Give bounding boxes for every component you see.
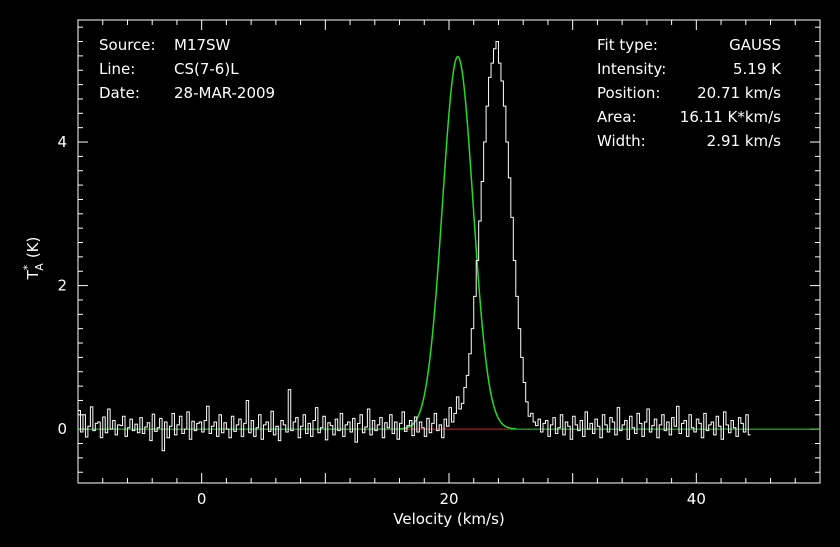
info-right-value: 16.11 K*km/s	[680, 108, 781, 126]
y-axis-label-sub: A	[33, 263, 46, 271]
x-tick-label: 20	[439, 490, 458, 508]
info-right-key: Area:	[597, 108, 637, 126]
y-tick-label: 0	[57, 420, 67, 438]
gaussian-fit-curve	[399, 55, 517, 430]
info-left-key: Line:	[99, 60, 135, 78]
info-right-value: GAUSS	[729, 36, 781, 54]
x-axis-label: Velocity (km/s)	[393, 510, 504, 528]
spectrum-histogram	[78, 41, 751, 452]
info-left-value: CS(7-6)L	[174, 60, 239, 78]
y-axis-label-super: *	[21, 264, 34, 270]
info-right: Fit type: GAUSS Intensity: 5.19 K Position: 2…	[597, 36, 782, 150]
y-tick-label: 4	[57, 133, 67, 151]
axis-ticks	[77, 20, 821, 483]
y-axis-label-unit: (K)	[24, 237, 42, 259]
y-tick-label: 2	[57, 277, 67, 295]
traces	[78, 41, 820, 452]
x-tick-labels: 0 20 40	[197, 490, 706, 508]
info-right-key: Position:	[597, 84, 660, 102]
y-tick-labels: 0 2 4	[57, 133, 67, 438]
info-left-key: Date:	[99, 84, 140, 102]
y-axis-label-main: T	[24, 269, 42, 280]
x-tick-label: 40	[687, 490, 706, 508]
info-left-value: M17SW	[174, 36, 231, 54]
y-axis-label: T*A (K)	[21, 237, 46, 281]
info-right-value: 2.91 km/s	[707, 132, 782, 150]
info-right-value: 5.19 K	[733, 60, 782, 78]
x-tick-label: 0	[197, 490, 207, 508]
info-right-key: Intensity:	[597, 60, 666, 78]
info-left: Source: M17SW Line: CS(7-6)L Date: 28-MAR-200…	[99, 36, 275, 102]
info-right-key: Width:	[597, 132, 646, 150]
info-right-key: Fit type:	[597, 36, 658, 54]
info-left-key: Source:	[99, 36, 156, 54]
info-right-value: 20.71 km/s	[697, 84, 781, 102]
svg-text:T*A(K): T*A (K)	[21, 237, 46, 281]
info-left-value: 28-MAR-2009	[174, 84, 275, 102]
